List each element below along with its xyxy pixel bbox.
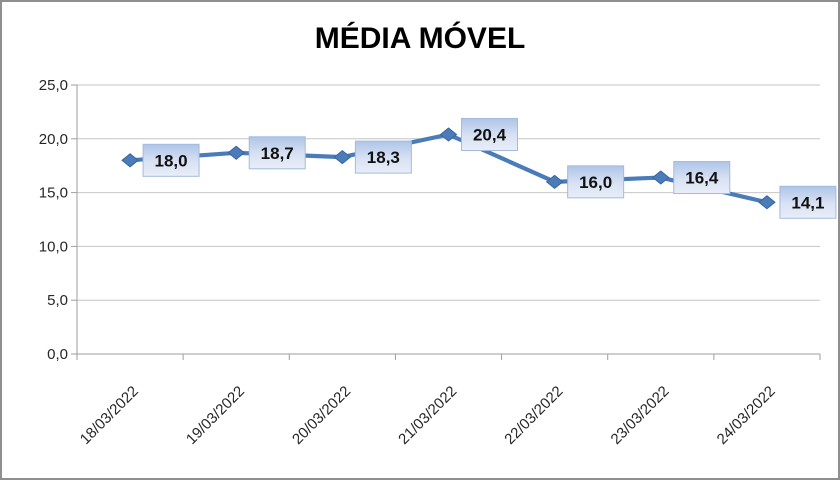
y-axis-tick-label: 10,0 <box>39 238 68 255</box>
data-label: 18,3 <box>354 140 412 174</box>
x-axis-category-label: 22/03/2022 <box>501 383 566 448</box>
y-axis-tick-label: 0,0 <box>47 346 68 363</box>
x-axis-category-label: 19/03/2022 <box>183 383 248 448</box>
data-label: 18,7 <box>248 136 306 170</box>
data-label-box <box>354 140 412 174</box>
x-axis-category-label: 18/03/2022 <box>77 383 142 448</box>
data-point-marker <box>439 127 458 142</box>
x-axis-category-label: 24/03/2022 <box>714 383 779 448</box>
x-axis-category-label: 20/03/2022 <box>289 383 354 448</box>
data-point-marker <box>758 195 776 210</box>
data-label-box <box>567 165 625 199</box>
data-point-marker <box>333 149 352 165</box>
data-point-marker <box>121 153 139 168</box>
data-point-marker <box>545 174 564 189</box>
data-label-box <box>142 143 200 177</box>
data-label-value: 16,0 <box>579 173 612 192</box>
y-axis-tick-label: 25,0 <box>39 77 68 94</box>
chart-title: MÉDIA MÓVEL <box>314 22 526 55</box>
data-label-value: 18,0 <box>155 151 188 170</box>
data-label-value: 14,1 <box>791 193 824 212</box>
y-axis-tick-label: 20,0 <box>39 131 68 148</box>
data-label-value: 18,7 <box>261 144 294 163</box>
data-label: 14,1 <box>779 185 837 219</box>
x-axis-category-label: 23/03/2022 <box>608 383 673 448</box>
data-label: 16,0 <box>567 165 625 199</box>
data-point-marker <box>227 145 246 160</box>
data-label-value: 16,4 <box>685 169 719 188</box>
data-label: 18,0 <box>142 143 200 177</box>
data-point-marker <box>651 170 670 185</box>
data-label-value: 18,3 <box>367 148 400 167</box>
data-label-box <box>779 185 837 219</box>
y-axis-tick-label: 5,0 <box>47 292 68 309</box>
x-axis-category-label: 21/03/2022 <box>395 383 460 448</box>
data-label-box <box>673 161 731 195</box>
data-label-value: 20,4 <box>473 125 507 144</box>
data-label-box <box>248 136 306 170</box>
data-label-box <box>461 117 518 151</box>
y-axis-tick-label: 15,0 <box>39 185 68 202</box>
data-label: 16,4 <box>673 161 731 195</box>
data-label: 20,4 <box>461 117 518 151</box>
